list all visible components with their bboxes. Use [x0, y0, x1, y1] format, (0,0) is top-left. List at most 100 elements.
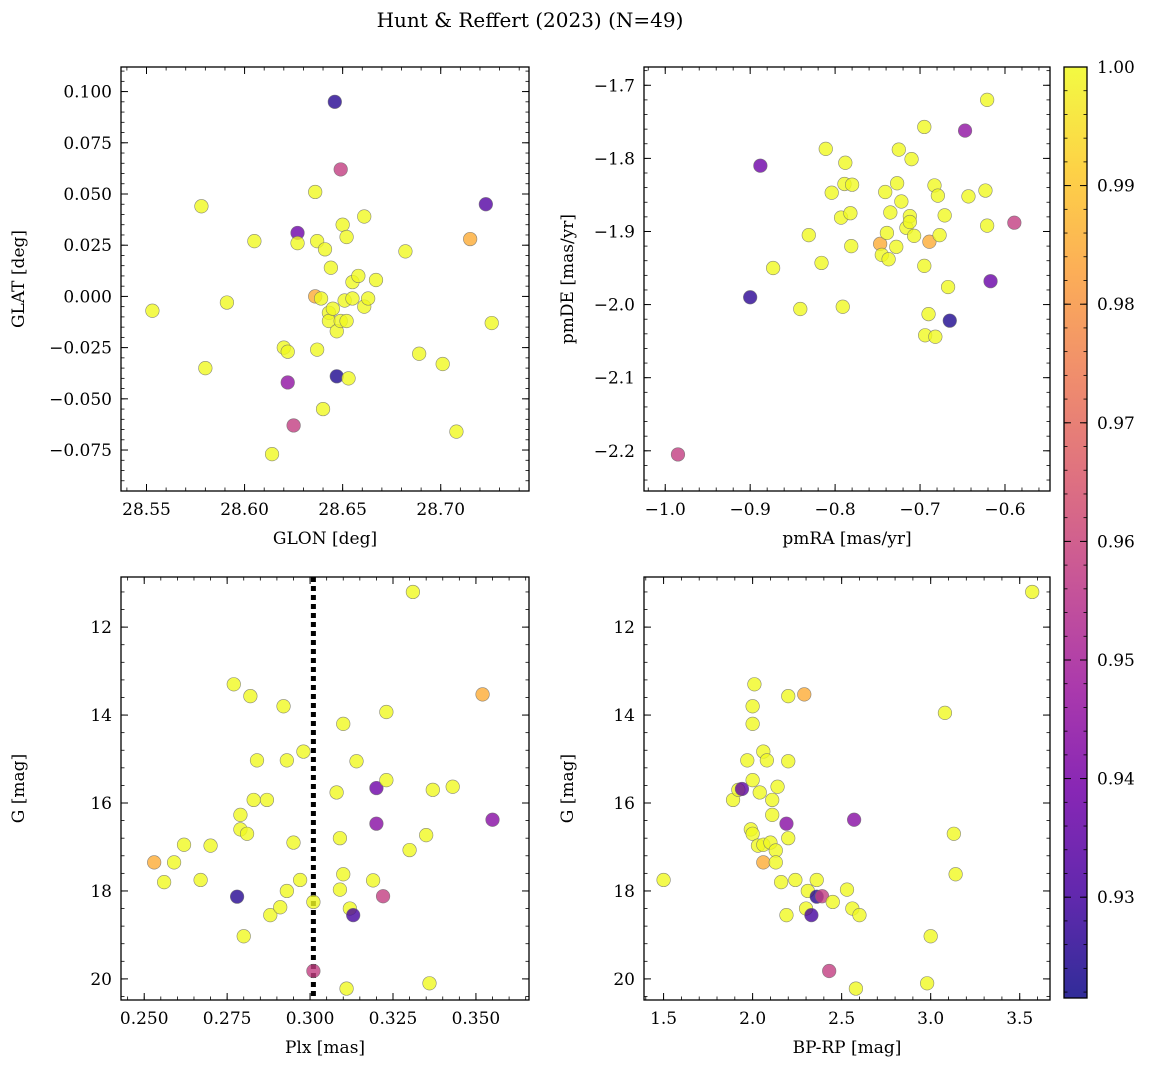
y-tick-label: −1.7 [594, 76, 635, 96]
colorbar-tick-label: 0.95 [1097, 651, 1135, 671]
data-point [838, 155, 853, 170]
x-tick-label: 0.300 [286, 1009, 335, 1029]
data-point [928, 329, 943, 344]
figure-title: Hunt & Reffert (2023) (N=49) [377, 8, 684, 32]
data-point [194, 199, 209, 214]
x-tick-label: 0.350 [452, 1009, 501, 1029]
data-point [463, 231, 478, 247]
x-axis-label: pmRA [mas/yr] [782, 529, 911, 549]
data-point [335, 217, 350, 232]
data-point [759, 753, 774, 768]
data-point [475, 687, 490, 702]
x-tick-label: 0.325 [369, 1009, 418, 1029]
data-point [922, 234, 937, 249]
data-point [779, 816, 794, 831]
y-tick-label: 18 [613, 882, 635, 902]
data-point [765, 807, 780, 822]
data-point [940, 279, 956, 295]
data-point [847, 812, 862, 827]
scatter-points [145, 94, 499, 462]
data-point [369, 816, 384, 831]
colorbar-tick-label: 0.93 [1097, 888, 1135, 908]
x-tick-label: −0.9 [730, 500, 771, 520]
data-point [932, 228, 947, 243]
data-point [809, 872, 824, 888]
x-tick-label: −0.7 [899, 500, 940, 520]
data-point [824, 185, 839, 200]
data-point [781, 754, 796, 769]
data-point [478, 197, 493, 212]
x-tick-label: 0.275 [203, 1009, 252, 1029]
scatter-points [147, 584, 500, 996]
data-point [745, 773, 760, 788]
y-tick-label: 0.050 [63, 185, 112, 205]
panel-pmra-pmde: −1.0 −0.9 −0.8 −0.7 −0.6 −2.2 −2.1 −2.0 −1.9 −1.8… [558, 66, 1051, 549]
data-point [306, 894, 321, 910]
data-point [273, 900, 288, 915]
data-point [357, 209, 372, 224]
data-point [745, 716, 760, 731]
data-point [774, 875, 789, 890]
y-tick-label: −0.050 [49, 390, 112, 410]
data-point [745, 699, 760, 714]
y-tick-label: 0.000 [63, 287, 112, 307]
data-point [279, 753, 294, 768]
data-point [768, 843, 783, 858]
data-point [349, 754, 364, 769]
data-point [286, 418, 301, 433]
data-point [279, 883, 294, 899]
y-tick-label: 20 [90, 970, 112, 990]
panel-plx-g: 0.250 0.275 0.300 0.325 0.350 12 14 16 18 20 Plx [… [9, 576, 530, 1058]
data-point [329, 785, 344, 800]
data-point [419, 828, 434, 843]
data-point [656, 872, 671, 888]
x-tick-label: 3.5 [1006, 1009, 1033, 1029]
x-axis-label: Plx [mas] [285, 1038, 365, 1058]
data-point [306, 963, 321, 979]
data-point [412, 346, 427, 361]
data-point [405, 584, 421, 600]
data-point [339, 313, 354, 329]
data-point [147, 855, 162, 870]
data-point [825, 894, 840, 910]
data-point [923, 929, 938, 944]
data-point [286, 835, 301, 850]
data-point [310, 342, 325, 357]
data-point [891, 142, 906, 157]
x-tick-label: 2.5 [828, 1009, 855, 1029]
data-point [280, 344, 295, 359]
x-tick-label: 1.5 [650, 1009, 677, 1029]
colorbar-tick-label: 0.99 [1097, 177, 1135, 197]
x-tick-label: 3.0 [917, 1009, 944, 1029]
data-point [333, 162, 348, 177]
colorbar-tick-label: 0.94 [1097, 770, 1135, 790]
data-point [804, 908, 819, 923]
data-point [264, 447, 280, 462]
y-tick-label: −2.2 [594, 442, 635, 462]
x-axis-label: GLON [deg] [273, 529, 377, 549]
y-tick-label: 20 [613, 970, 635, 990]
y-tick-label: 12 [613, 618, 635, 638]
y-axis-label: pmDE [mas/yr] [558, 214, 578, 344]
data-point [398, 244, 413, 259]
colorbar-gradient [1064, 67, 1087, 998]
data-point [332, 882, 348, 897]
data-point [435, 356, 450, 372]
data-point [983, 274, 998, 289]
data-point [325, 301, 340, 316]
data-point [157, 875, 172, 890]
x-tick-label: 28.60 [220, 500, 269, 520]
data-point [422, 976, 437, 991]
data-point [852, 908, 867, 923]
colorbar-tick-label: 1.00 [1097, 58, 1135, 78]
data-point [814, 255, 829, 271]
data-point [930, 188, 945, 203]
axes-frame [643, 576, 1051, 1001]
data-point [243, 689, 258, 704]
data-point [336, 867, 351, 882]
data-point [402, 842, 417, 858]
data-point [937, 208, 952, 223]
x-tick-label: 28.65 [318, 500, 367, 520]
data-point [917, 258, 932, 273]
panel-bprp-g: 1.5 2.0 2.5 3.0 3.5 12 14 16 18 20 BP-RP [mag] G [m… [558, 576, 1051, 1058]
